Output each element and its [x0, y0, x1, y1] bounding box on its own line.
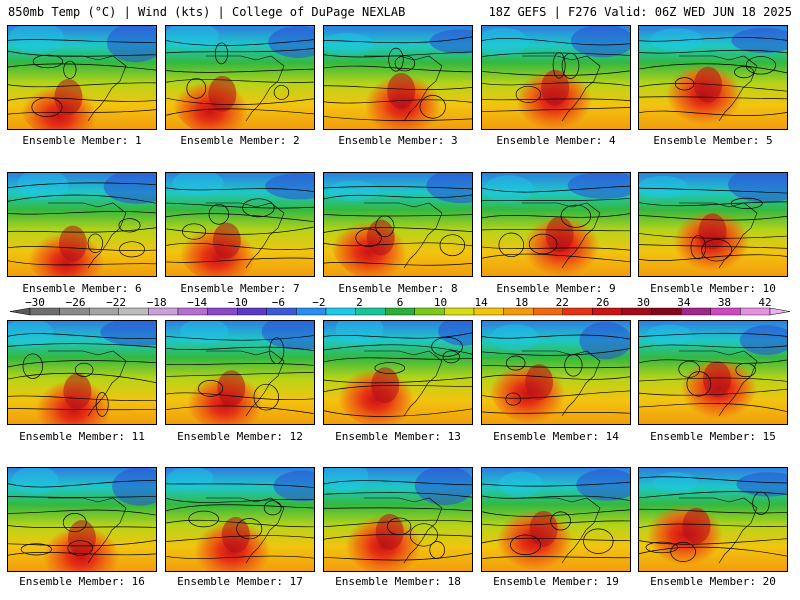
ensemble-panel — [481, 320, 631, 425]
colorbar-segment — [325, 307, 356, 316]
colorbar-segment — [621, 307, 652, 316]
colorbar-segment — [296, 307, 327, 316]
colorbar-segment — [414, 307, 445, 316]
colorbar-tick-label: −18 — [147, 296, 167, 309]
colorbar-segment — [740, 307, 771, 316]
colorbar-segment — [592, 307, 623, 316]
colorbar-tick-label: 10 — [434, 296, 447, 309]
colorbar-segment — [562, 307, 593, 316]
header-run-info: 18Z GEFS | F276 Valid: 06Z WED JUN 18 20… — [488, 5, 792, 19]
ensemble-panel — [323, 172, 473, 277]
ensemble-member-label: Ensemble Member: 20 — [650, 575, 776, 588]
colorbar-tick-label: −30 — [25, 296, 45, 309]
ensemble-member-label: Ensemble Member: 5 — [653, 134, 773, 147]
colorbar-tick-label: 26 — [596, 296, 609, 309]
colorbar-segment — [59, 307, 90, 316]
colorbar-tick-label: 30 — [637, 296, 650, 309]
colorbar-tick-label: 18 — [515, 296, 528, 309]
ensemble-panel — [638, 467, 788, 572]
ensemble-panel — [7, 320, 157, 425]
ensemble-member-label: Ensemble Member: 9 — [496, 282, 616, 295]
colorbar-tick-label: −2 — [312, 296, 325, 309]
ensemble-panel — [481, 25, 631, 130]
ensemble-panel — [165, 467, 315, 572]
ensemble-member-label: Ensemble Member: 8 — [338, 282, 458, 295]
colorbar-segment — [385, 307, 416, 316]
colorbar-min-arrow — [9, 307, 31, 316]
ensemble-panel — [481, 172, 631, 277]
colorbar-tick-label: −6 — [272, 296, 285, 309]
colorbar-tick-label: 14 — [474, 296, 488, 309]
ensemble-panel — [7, 25, 157, 130]
ensemble-panel — [7, 467, 157, 572]
ensemble-member-label: Ensemble Member: 14 — [493, 430, 619, 443]
colorbar-segment — [444, 307, 475, 316]
colorbar-segment — [681, 307, 712, 316]
ensemble-member-label: Ensemble Member: 3 — [338, 134, 458, 147]
ensemble-panel — [323, 320, 473, 425]
ensemble-member-label: Ensemble Member: 18 — [335, 575, 461, 588]
colorbar-segment — [503, 307, 534, 316]
ensemble-member-label: Ensemble Member: 16 — [19, 575, 145, 588]
ensemble-member-label: Ensemble Member: 15 — [650, 430, 776, 443]
ensemble-member-label: Ensemble Member: 19 — [493, 575, 619, 588]
ensemble-member-label: Ensemble Member: 17 — [177, 575, 303, 588]
colorbar-tick-label: −14 — [187, 296, 207, 309]
temperature-colorbar: −30 −26 −22 −18 −14 −10 −6 −2 2 6 10 14 18 22 26 30 34 38… — [9, 296, 791, 316]
ensemble-member-label: Ensemble Member: 4 — [496, 134, 616, 147]
colorbar-segment — [177, 307, 208, 316]
ensemble-panel — [638, 25, 788, 130]
ensemble-panel — [165, 25, 315, 130]
colorbar-tick-label: −22 — [106, 296, 126, 309]
ensemble-member-label: Ensemble Member: 6 — [22, 282, 142, 295]
colorbar-segment — [533, 307, 564, 316]
colorbar-segment — [651, 307, 682, 316]
header-title: 850mb Temp (°C) | Wind (kts) | College o… — [8, 5, 406, 19]
ensemble-panel — [165, 172, 315, 277]
ensemble-member-label: Ensemble Member: 12 — [177, 430, 303, 443]
ensemble-member-label: Ensemble Member: 13 — [335, 430, 461, 443]
colorbar-tick-label: 34 — [677, 296, 691, 309]
ensemble-member-label: Ensemble Member: 2 — [180, 134, 300, 147]
colorbar-tick-label: −26 — [66, 296, 86, 309]
colorbar-segment — [118, 307, 149, 316]
colorbar-segment — [29, 307, 60, 316]
ensemble-panel — [323, 25, 473, 130]
ensemble-panel — [165, 320, 315, 425]
colorbar-segment — [88, 307, 119, 316]
colorbar-segment — [148, 307, 179, 316]
ensemble-panel — [638, 320, 788, 425]
ensemble-panel — [323, 467, 473, 572]
colorbar-segment — [710, 307, 741, 316]
colorbar-tick-label: 6 — [397, 296, 404, 309]
colorbar-tick-label: 42 — [758, 296, 771, 309]
ensemble-panel — [638, 172, 788, 277]
colorbar-tick-label: 22 — [556, 296, 569, 309]
ensemble-member-label: Ensemble Member: 1 — [22, 134, 142, 147]
colorbar-tick-label: 38 — [718, 296, 731, 309]
colorbar-segment — [236, 307, 267, 316]
colorbar-tick-label: −10 — [228, 296, 248, 309]
ensemble-panel — [7, 172, 157, 277]
colorbar-max-arrow — [769, 307, 791, 316]
colorbar-tick-label: 2 — [356, 296, 363, 309]
ensemble-panel — [481, 467, 631, 572]
colorbar-segment — [266, 307, 297, 316]
ensemble-member-label: Ensemble Member: 11 — [19, 430, 145, 443]
colorbar-segment — [355, 307, 386, 316]
ensemble-member-label: Ensemble Member: 7 — [180, 282, 300, 295]
ensemble-member-label: Ensemble Member: 10 — [650, 282, 776, 295]
colorbar-segment — [207, 307, 238, 316]
colorbar-segment — [473, 307, 504, 316]
